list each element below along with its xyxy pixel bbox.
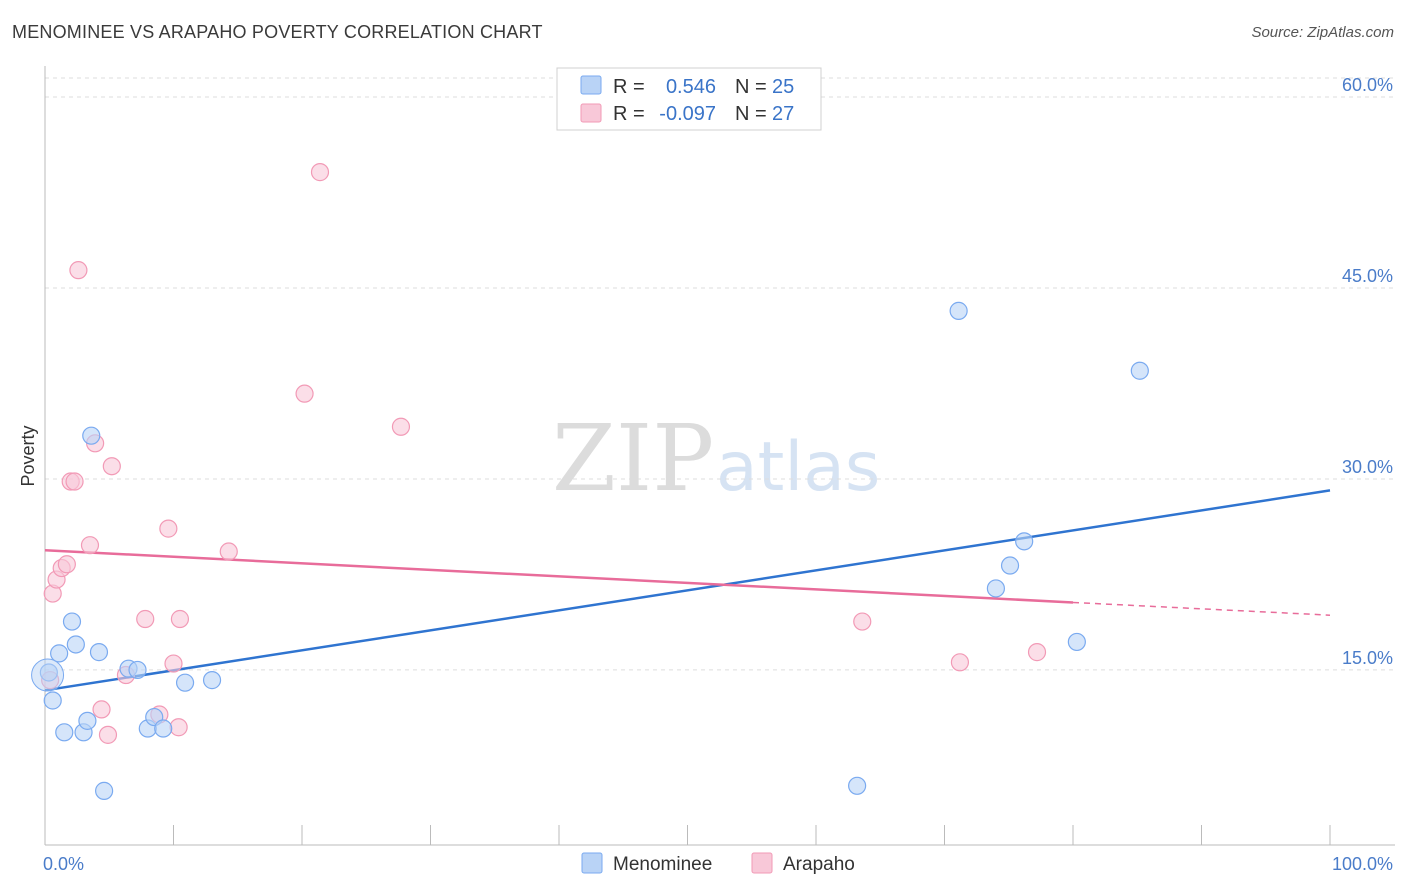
point-menominee — [128, 660, 147, 680]
legend-swatch-menominee — [580, 75, 602, 95]
y-tick-label: 15.0% — [1342, 648, 1393, 668]
trend-line-arapaho-extension — [1072, 601, 1331, 616]
point-arapaho — [170, 609, 190, 629]
legend-n-label-1: N = — [735, 76, 767, 98]
point-arapaho — [98, 725, 118, 744]
point-menominee — [848, 776, 867, 795]
point-arapaho — [164, 654, 183, 673]
x-tick-label: 100.0% — [1332, 854, 1393, 874]
trend-line-arapaho — [44, 549, 1074, 604]
point-menominee — [1067, 632, 1086, 652]
point-menominee — [1015, 532, 1034, 551]
point-arapaho — [92, 700, 111, 719]
tick-labels: 15.0% 30.0% 45.0% 60.0% 0.0% 100.0% — [43, 75, 1393, 874]
bottom-legend-swatch-menominee — [581, 852, 603, 874]
point-arapaho — [136, 609, 155, 629]
point-menominee — [1130, 361, 1149, 380]
chart-title: MENOMINEE VS ARAPAHO POVERTY CORRELATION… — [12, 22, 543, 42]
legend-n-value-2: 27 — [772, 103, 794, 125]
legend-r-label-1: R = — [613, 76, 645, 98]
legend-n-label-2: N = — [735, 103, 767, 125]
bottom-legend-label-menominee: Menominee — [613, 854, 712, 875]
point-arapaho — [1027, 643, 1047, 662]
point-arapaho — [950, 653, 970, 672]
gridlines — [45, 77, 1395, 671]
watermark: ZIP atlas — [552, 405, 880, 512]
bottom-legend: Menominee Arapaho — [581, 852, 855, 875]
x-tick-label: 0.0% — [43, 854, 84, 874]
watermark-zip: ZIP — [552, 405, 714, 512]
point-arapaho — [65, 472, 84, 491]
point-arapaho — [310, 163, 330, 182]
point-arapaho — [57, 555, 76, 574]
point-menominee-cluster — [31, 658, 65, 692]
point-menominee — [50, 644, 69, 663]
point-menominee — [202, 671, 222, 690]
point-arapaho — [391, 417, 411, 436]
legend-r-value-2: -0.097 — [659, 103, 716, 125]
point-menominee — [82, 426, 101, 445]
point-menominee — [986, 579, 1006, 598]
watermark-atlas: atlas — [716, 428, 880, 507]
y-axis-title: Poverty — [18, 425, 38, 486]
source-credit: Source: ZipAtlas.com — [1251, 24, 1394, 41]
point-menominee — [55, 723, 74, 742]
y-tick-label: 45.0% — [1342, 266, 1393, 286]
y-tick-label: 60.0% — [1342, 75, 1393, 95]
y-tick-label: 30.0% — [1342, 457, 1393, 477]
data-points — [31, 163, 1149, 800]
bottom-legend-label-arapaho: Arapaho — [783, 854, 855, 875]
bottom-legend-swatch-arapaho — [751, 852, 773, 874]
point-menominee — [95, 781, 114, 800]
point-arapaho — [853, 612, 872, 631]
point-arapaho — [169, 718, 188, 737]
point-menominee — [949, 301, 968, 320]
legend-swatch-arapaho — [580, 103, 602, 123]
point-menominee — [1000, 556, 1020, 575]
trend-lines — [44, 489, 1331, 692]
legend-r-value-1: 0.546 — [666, 76, 716, 98]
point-menominee — [154, 719, 173, 738]
trend-line-menominee — [44, 489, 1331, 692]
point-arapaho — [102, 457, 121, 476]
point-arapaho — [80, 536, 100, 555]
legend-r-label-2: R = — [613, 103, 645, 125]
point-arapaho — [219, 542, 238, 561]
point-menominee — [66, 635, 85, 654]
legend-box: R = 0.546 N = 25 R = -0.097 N = 27 — [556, 67, 822, 131]
point-menominee — [78, 711, 97, 730]
point-menominee — [62, 612, 82, 631]
point-menominee — [175, 673, 195, 692]
point-menominee — [43, 691, 62, 710]
axes — [44, 66, 1395, 846]
point-arapaho — [159, 519, 178, 538]
point-arapaho — [69, 261, 88, 280]
point-arapaho — [295, 384, 314, 403]
legend-n-value-1: 25 — [772, 76, 794, 98]
point-menominee — [89, 643, 109, 662]
